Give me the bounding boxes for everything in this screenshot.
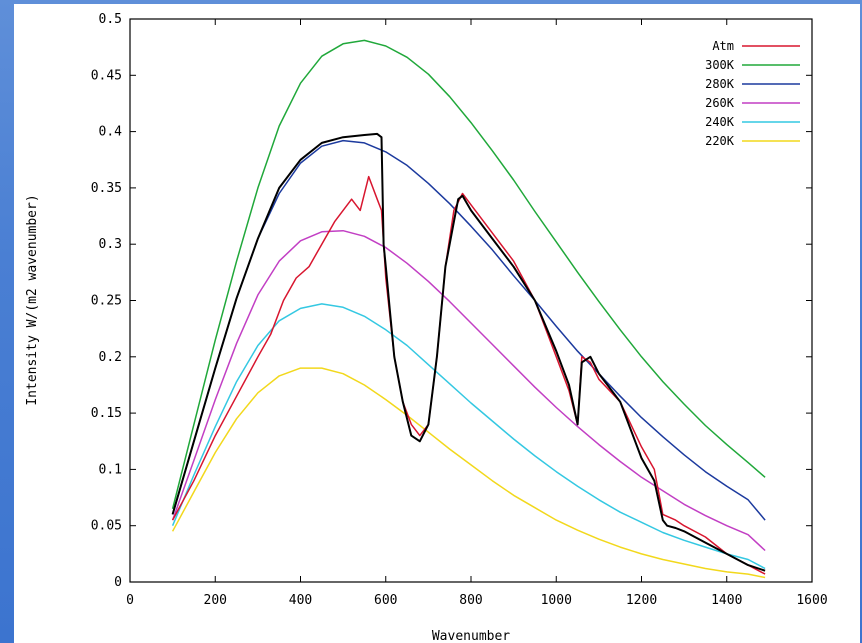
series-line-300k bbox=[171, 39, 766, 509]
y-tick-label: 0.2 bbox=[99, 350, 122, 365]
series-line-reference bbox=[171, 132, 766, 572]
y-tick-label: 0.3 bbox=[99, 237, 122, 252]
x-tick-label: 400 bbox=[289, 593, 312, 608]
y-tick-label: 0.05 bbox=[91, 519, 122, 534]
x-tick-label: 1600 bbox=[796, 593, 827, 608]
y-tick-label: 0.15 bbox=[91, 406, 122, 421]
ticks-layer: 0 200 400 600 800 1000 1200 1400 1600 0 0.05 0.1 0.1… bbox=[91, 12, 828, 608]
series-line-atm bbox=[171, 175, 766, 575]
y-tick-label: 0.45 bbox=[91, 68, 122, 83]
y-tick-label: 0.1 bbox=[99, 462, 122, 477]
plot-frame bbox=[129, 18, 813, 583]
x-tick-label: 0 bbox=[126, 593, 134, 608]
legend-label: 240K bbox=[705, 115, 735, 129]
legend: Atm 300K 280K 260K 240K 220K bbox=[705, 39, 800, 148]
x-axis-title: Wavenumber bbox=[432, 629, 510, 643]
x-tick-label: 1000 bbox=[541, 593, 572, 608]
legend-label: 300K bbox=[705, 58, 735, 72]
x-tick-label: 200 bbox=[204, 593, 227, 608]
x-tick-label: 800 bbox=[459, 593, 482, 608]
legend-label: 280K bbox=[705, 77, 735, 91]
x-tick-label: 1200 bbox=[626, 593, 657, 608]
x-tick-label: 1400 bbox=[711, 593, 742, 608]
chart-svg: 0 200 400 600 800 1000 1200 1400 1600 0 0.05 0.1 0.1… bbox=[14, 4, 860, 643]
series-line-280k bbox=[171, 139, 766, 521]
legend-label: 260K bbox=[705, 96, 735, 110]
x-tick-label: 600 bbox=[374, 593, 397, 608]
y-tick-label: 0.4 bbox=[99, 125, 123, 140]
y-tick-label: 0.25 bbox=[91, 294, 122, 309]
y-axis-title: Intensity W/(m2 wavenumber) bbox=[25, 194, 40, 405]
series-line-260k bbox=[171, 229, 766, 552]
legend-label: 220K bbox=[705, 134, 735, 148]
series-line-220k bbox=[171, 367, 766, 579]
y-tick-label: 0.5 bbox=[99, 12, 122, 27]
series-layer bbox=[171, 39, 766, 579]
legend-label: Atm bbox=[712, 39, 734, 53]
y-tick-label: 0.35 bbox=[91, 181, 122, 196]
y-tick-label: 0 bbox=[114, 575, 122, 590]
